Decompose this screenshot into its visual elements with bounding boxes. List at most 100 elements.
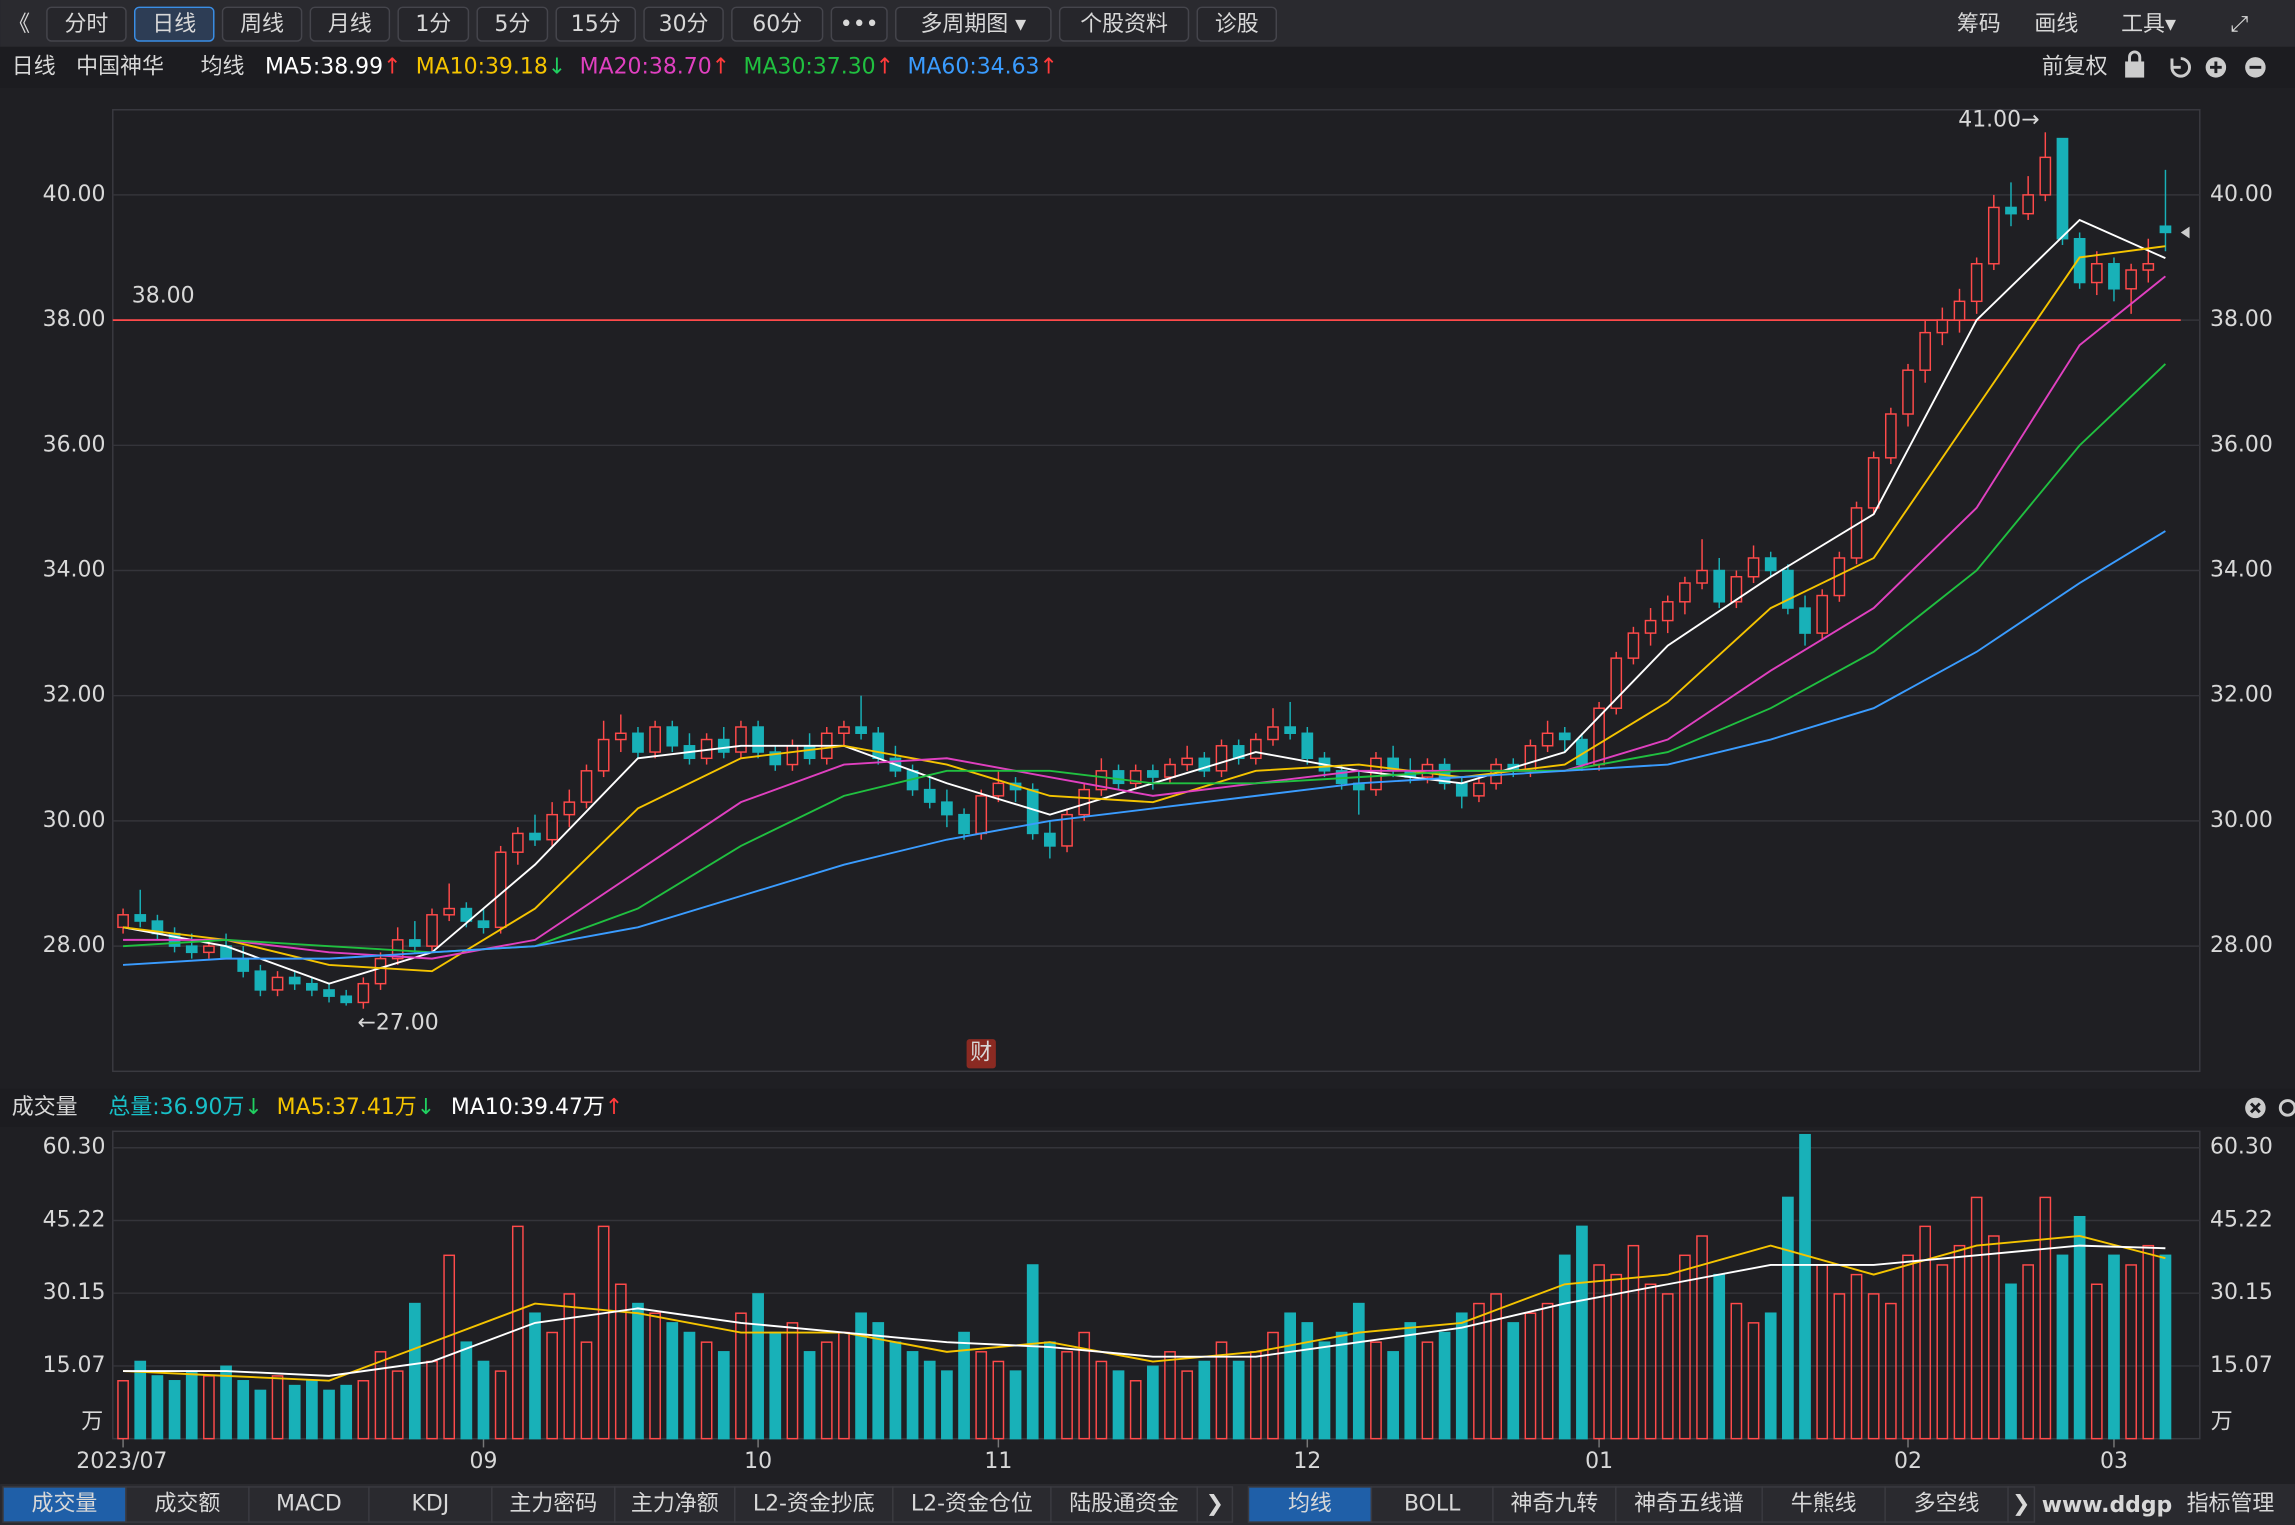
candle-body — [975, 795, 988, 835]
overlay-tab[interactable] — [1247, 1486, 1373, 1523]
indicator-tab-label[interactable]: 陆股通资金 — [1069, 1492, 1179, 1517]
toolbar-button[interactable] — [555, 6, 636, 42]
toolbar-button-label[interactable]: 月线 — [328, 12, 372, 37]
toolbar-button[interactable] — [643, 6, 724, 42]
candle-body — [1867, 457, 1880, 509]
toolbar-button[interactable] — [134, 6, 215, 42]
info-icons[interactable] — [2125, 50, 2295, 1119]
toolbar-button[interactable] — [309, 6, 391, 42]
toolbar-button[interactable] — [1058, 6, 1190, 42]
indicator-tab-label[interactable]: KDJ — [411, 1492, 449, 1517]
overlay-tab[interactable] — [2007, 1486, 2036, 1523]
volume-bar — [580, 1341, 593, 1440]
toolbar-button-label[interactable]: 周线 — [240, 12, 284, 37]
toolbar-button-label[interactable]: 5分 — [494, 12, 530, 37]
toolbar-button-label[interactable]: ••• — [840, 12, 879, 37]
lock-icon[interactable] — [2125, 61, 2145, 78]
ma-legend-label: MA20:38.70 — [580, 54, 712, 79]
toolbar-button[interactable] — [476, 6, 549, 42]
toolbar-button-label[interactable]: 《 — [8, 12, 30, 37]
ma-line — [122, 218, 2166, 985]
overlay-tab-label[interactable]: 牛熊线 — [1791, 1492, 1857, 1517]
toolbar-button-label[interactable]: 15分 — [571, 12, 621, 37]
lock-shackle[interactable] — [2128, 50, 2142, 63]
indicator-tab[interactable] — [368, 1486, 493, 1523]
toolbar-button-label[interactable]: 60分 — [752, 12, 802, 37]
candle-body — [2073, 237, 2086, 284]
volume-bar — [511, 1225, 524, 1440]
event-marker[interactable] — [966, 1039, 996, 1069]
indicator-tab[interactable] — [125, 1486, 250, 1523]
candle-body — [203, 945, 215, 954]
volume-bar — [1627, 1244, 1640, 1440]
toolbar-button[interactable] — [221, 6, 303, 42]
toolbar-button[interactable] — [397, 6, 470, 42]
indicator-tab[interactable] — [614, 1486, 736, 1523]
ma-legend-label: MA30:37.30 — [744, 54, 876, 79]
overlay-tab[interactable] — [1492, 1486, 1617, 1523]
overlay-tab-label[interactable]: 神奇五线谱 — [1634, 1492, 1744, 1517]
toolbar-button-label[interactable]: 个股资料 — [1080, 12, 1168, 37]
indicator-tab-label[interactable]: L2-资金仓位 — [911, 1492, 1033, 1517]
toolbar-button-label[interactable]: 分时 — [64, 12, 108, 37]
candle-body — [666, 726, 679, 747]
candle-body — [872, 732, 885, 760]
toolbar-button[interactable] — [895, 6, 1052, 42]
overlay-tab-label[interactable]: 均线 — [1288, 1492, 1332, 1517]
volume-bar — [340, 1384, 353, 1440]
ma-legend-label: MA5:38.99 — [265, 54, 383, 79]
overlay-tab-label[interactable]: BOLL — [1404, 1492, 1461, 1517]
toolbar-button-label[interactable]: 30分 — [659, 12, 709, 37]
indicator-tab[interactable] — [1050, 1486, 1198, 1523]
volume-bar — [460, 1341, 473, 1440]
toolbar-tool[interactable]: 筹码 — [1957, 12, 2001, 37]
toolbar-tool[interactable]: 画线 — [2034, 12, 2078, 37]
indicator-tab-label[interactable]: 成交额 — [155, 1492, 221, 1517]
volume-bar — [752, 1293, 764, 1440]
toolbar-button-label[interactable]: 1分 — [415, 12, 451, 37]
indicator-tab-label[interactable]: 成交量 — [32, 1492, 98, 1517]
toolbar-button[interactable] — [731, 6, 824, 42]
toolbar-button[interactable] — [1196, 6, 1278, 42]
indicator-tab[interactable] — [1196, 1486, 1234, 1523]
toolbar-tool[interactable]: 工具▾ — [2121, 12, 2176, 37]
indicator-tab-label[interactable]: ❯ — [1206, 1492, 1224, 1517]
overlay-tab[interactable] — [1370, 1486, 1494, 1523]
undo-icon[interactable] — [2170, 57, 2191, 78]
indicator-tab-label[interactable]: 主力净额 — [631, 1492, 719, 1517]
y-tick-label: 30.15 — [43, 1280, 106, 1305]
ma-line — [123, 275, 2166, 960]
volume-bar — [1833, 1293, 1846, 1440]
adjust-label[interactable]: 前复权 — [2042, 54, 2108, 79]
toolbar-button-label[interactable]: 诊股 — [1215, 12, 1259, 37]
overlay-tab-label[interactable]: 多空线 — [1914, 1492, 1980, 1517]
overlay-tab-label[interactable]: 神奇九转 — [1510, 1492, 1598, 1517]
volume-bar — [2159, 1254, 2172, 1440]
volume-bar — [614, 1283, 627, 1440]
indicator-tab-label[interactable]: 主力密码 — [509, 1492, 597, 1517]
indicator-tab-label[interactable]: L2-资金抄底 — [753, 1492, 875, 1517]
indicator-tab[interactable] — [2, 1486, 127, 1523]
indicator-tab[interactable] — [491, 1486, 616, 1523]
indicator-tab-label[interactable]: MACD — [276, 1492, 342, 1517]
overlay-tab-label[interactable]: ❯ — [2012, 1492, 2030, 1517]
indicator-tab[interactable] — [892, 1486, 1052, 1523]
min-label: ←27.00 — [358, 1010, 439, 1035]
indicator-manage[interactable]: 指标管理 — [2187, 1492, 2275, 1517]
toolbar-button[interactable] — [830, 6, 888, 42]
event-marker-label[interactable]: 财 — [970, 1041, 992, 1066]
volume-bar — [1850, 1273, 1863, 1440]
indicator-tab[interactable] — [248, 1486, 370, 1523]
toolbar-button-label[interactable]: 多周期图 ▾ — [920, 12, 1026, 37]
toolbar-button-label[interactable]: 日线 — [152, 12, 196, 37]
toolbar-tool[interactable]: ⤢ — [2231, 12, 2249, 37]
y-tick-label: 38.00 — [43, 307, 106, 332]
candle-body — [1044, 832, 1056, 847]
toolbar-button[interactable] — [46, 6, 127, 42]
volume-bar — [1009, 1370, 1022, 1440]
volume-bar — [1558, 1254, 1571, 1440]
volume-bar — [2142, 1244, 2155, 1440]
candle-body — [1112, 770, 1125, 785]
candle-body — [426, 914, 438, 947]
overlay-tab[interactable] — [1761, 1486, 1886, 1523]
